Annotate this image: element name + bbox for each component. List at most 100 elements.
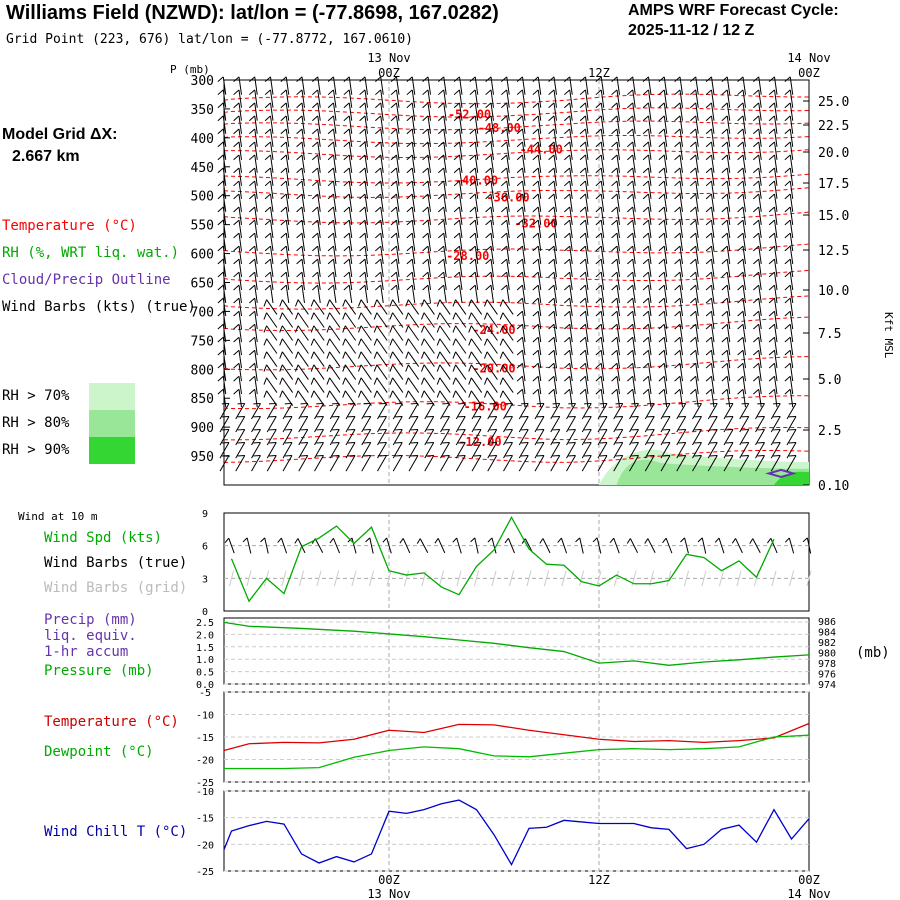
wind-barb [343, 180, 353, 199]
wind-barb [516, 258, 526, 278]
wind-barb [784, 271, 794, 291]
wind-barb [373, 299, 388, 315]
wind-barb [690, 336, 699, 356]
wind-barb [690, 310, 699, 330]
wind-barb [658, 219, 668, 238]
wind-barb [217, 206, 227, 225]
wind-barb [361, 402, 372, 420]
wind-barb [343, 128, 353, 147]
wind-barb [310, 377, 325, 393]
wind-barb [373, 364, 388, 380]
wind-barb [501, 219, 510, 238]
wind-barb [390, 271, 400, 291]
wind-barb [375, 102, 384, 121]
wind-barb [739, 441, 750, 459]
wind-barb [279, 338, 294, 354]
wind-barb [327, 232, 337, 251]
wind-barb [516, 102, 526, 121]
accum-label: 1-hr accum [44, 644, 129, 660]
wind-barb [518, 455, 529, 472]
wind-barb [249, 193, 258, 212]
wind-barb [485, 193, 494, 212]
wind-barb [249, 388, 258, 408]
wind-barb [484, 312, 498, 328]
pressure-tick-label-right: 986 [818, 617, 836, 628]
wind-barb [548, 297, 557, 317]
wind-barb [249, 284, 258, 304]
wind-barb [264, 232, 274, 251]
wind-barb [343, 206, 353, 225]
wind-barb [358, 312, 372, 328]
wind-barb [314, 428, 324, 446]
wind-barb [235, 415, 246, 433]
wind-barb [770, 402, 781, 420]
wind-barb [280, 206, 290, 225]
wind-barb [455, 441, 466, 459]
wind-barb [707, 441, 718, 459]
wind-barb [263, 338, 278, 354]
wind-barb [390, 128, 400, 147]
wind-barb [768, 232, 778, 251]
wind-barb [721, 297, 731, 317]
wind-barb [453, 141, 463, 160]
wind-barb [264, 258, 274, 278]
temp-tick-label: -25 [196, 778, 214, 789]
wind-barb [642, 206, 652, 225]
wind-barb [753, 310, 762, 330]
wind-barb [564, 310, 573, 330]
wind-barb [674, 349, 683, 369]
wind10m-grid-barb [718, 570, 725, 587]
wind-barb [784, 206, 794, 225]
wind-barb [532, 375, 542, 395]
wind-barb [438, 232, 447, 251]
isotherm-line [223, 107, 810, 118]
wind-barb [548, 375, 557, 395]
wind-barb [737, 193, 746, 212]
wind-barb [658, 141, 668, 160]
wind-barb [436, 351, 451, 367]
isotherm-line [223, 134, 810, 145]
wind-barb [721, 271, 731, 291]
wind-barb [390, 102, 400, 121]
wind-barb [516, 297, 526, 317]
wind-barb [310, 312, 325, 328]
wind-barb [564, 180, 573, 199]
wind-barb [408, 441, 419, 459]
wind-barb [548, 219, 557, 238]
wind10m-grid-barb [438, 570, 445, 587]
wind-barb [361, 428, 372, 446]
wind-barb [217, 115, 227, 134]
wind-barb [501, 76, 510, 95]
wind-barb [485, 245, 494, 264]
wind-barb [485, 219, 494, 238]
wind-tick-label: 3 [202, 574, 208, 585]
wind-barb [705, 232, 715, 251]
wind-barb [770, 441, 781, 459]
wind-barb [233, 180, 242, 199]
wind10m-grid-barb [596, 570, 602, 587]
wind-barb [753, 284, 762, 304]
wind-barb [373, 312, 388, 328]
wind-barb [422, 232, 431, 251]
wind-barb [327, 180, 337, 199]
wind-barb [784, 323, 794, 343]
wind-barb [375, 245, 384, 264]
wind-tick-label: 0 [202, 607, 208, 618]
wind-barb [642, 232, 652, 251]
wind-barb [721, 362, 731, 382]
wind10m-grid-barb [281, 570, 287, 587]
wind-barb [342, 299, 357, 315]
wind-barb [359, 115, 368, 134]
wind-barb [534, 402, 545, 420]
wind-barb [359, 89, 368, 108]
wind-barb [266, 428, 277, 446]
wind-barb [233, 336, 242, 356]
wind-barb [768, 180, 778, 199]
wind-barb [264, 128, 274, 147]
wind-barb [298, 441, 309, 459]
wind-barb [233, 284, 242, 304]
wind-tick-label: 6 [202, 542, 208, 553]
wind-barb [676, 402, 687, 420]
wind-barb [406, 180, 416, 199]
wind-barb [642, 297, 652, 317]
